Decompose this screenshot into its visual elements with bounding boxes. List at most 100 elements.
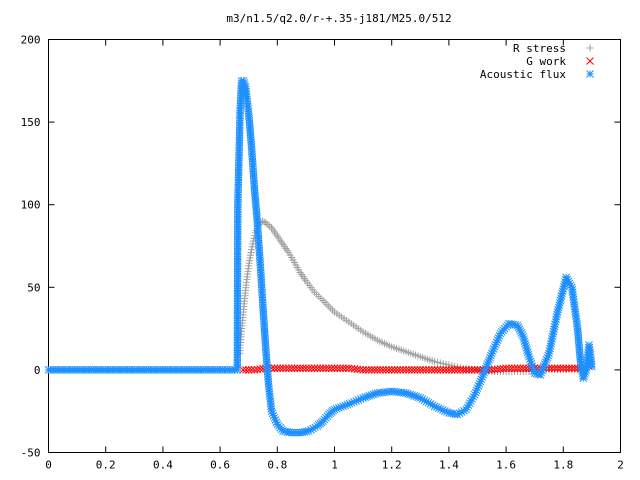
data-point [459,366,468,374]
legend-label: R stress [513,42,566,55]
data-point [322,364,330,373]
data-point [364,366,373,374]
data-point [260,218,268,226]
data-point [310,364,319,373]
data-point [396,366,405,374]
legend-label: Acoustic flux [480,68,566,81]
data-point [262,219,270,227]
x-tick-label: 1.8 [553,459,573,472]
data-point [519,364,528,373]
data-point [433,366,442,374]
data-point [270,364,279,373]
x-tick-label: 0.6 [210,459,230,472]
data-point [329,306,337,314]
data-point [467,366,476,374]
data-point [330,364,339,373]
data-point [450,366,459,374]
data-point [302,364,310,373]
data-point [442,366,450,374]
data-point [416,366,425,374]
data-point [562,364,571,373]
data-point [370,366,379,374]
data-point [507,364,516,373]
data-point [462,366,470,374]
data-point [505,364,513,373]
data-point [342,364,350,373]
data-point [553,364,562,373]
x-tick-label: 0.2 [96,459,116,472]
data-point [431,358,439,366]
data-point [453,366,462,374]
data-point [356,365,365,374]
data-point [367,366,376,374]
data-point [293,364,302,373]
data-point [307,364,316,373]
data-point [387,366,396,374]
data-point [559,364,568,373]
data-point [510,364,519,373]
data-point [327,364,336,373]
legend-label: G work [526,55,566,68]
data-point [430,366,439,374]
data-point [588,362,596,371]
data-point [439,360,447,368]
data-point [410,366,419,374]
data-point [284,364,293,373]
data-point [287,364,296,373]
data-point [439,366,448,374]
data-point [405,366,413,374]
data-point [390,366,399,374]
data-point [373,366,382,374]
data-point [266,222,274,230]
data-point [376,366,385,374]
x-tick-label: 1.2 [382,459,402,472]
data-point [436,366,445,374]
data-point [402,366,410,374]
y-tick-label: 200 [21,34,41,47]
data-point [433,358,441,366]
plot-frame [48,39,621,453]
legend-marker [586,70,594,78]
data-point [447,366,456,374]
x-tick-label: 1.6 [496,459,516,472]
data-point [422,366,430,374]
x-tick-label: 0 [45,459,52,472]
data-point [448,362,456,370]
data-point [325,302,333,310]
data-point [427,366,436,374]
data-point [299,364,307,373]
data-point [499,364,508,373]
data-point [323,300,331,308]
data-point [445,366,453,374]
data-point [470,366,479,374]
data-point [248,246,256,254]
data-point [290,364,299,373]
axis-ticks: 0 0.2 0.4 0.6 0.8 1 1.2 1.4 1.6 1.8 2 -50 0 50 100 150 2… [21,34,624,472]
data-point [327,304,335,312]
data-point [425,366,433,374]
y-tick-label: 0 [34,364,41,377]
data-point [324,364,333,373]
data-point [336,364,345,373]
data-point [413,366,422,374]
data-point [313,364,322,373]
data-point [436,359,444,367]
y-tick-label: 150 [21,116,41,129]
x-tick-label: 2 [617,459,624,472]
data-point [304,364,313,373]
data-point [382,366,390,374]
data-point [244,366,253,374]
data-point [384,366,393,374]
data-point [339,364,347,373]
data-point [282,364,290,373]
legend-marker [586,57,594,65]
data-point [451,362,459,370]
series-layer [44,76,596,437]
data-point [473,366,482,374]
data-point [568,364,576,373]
data-point [407,366,416,374]
data-point [319,364,327,373]
data-point [465,366,473,374]
